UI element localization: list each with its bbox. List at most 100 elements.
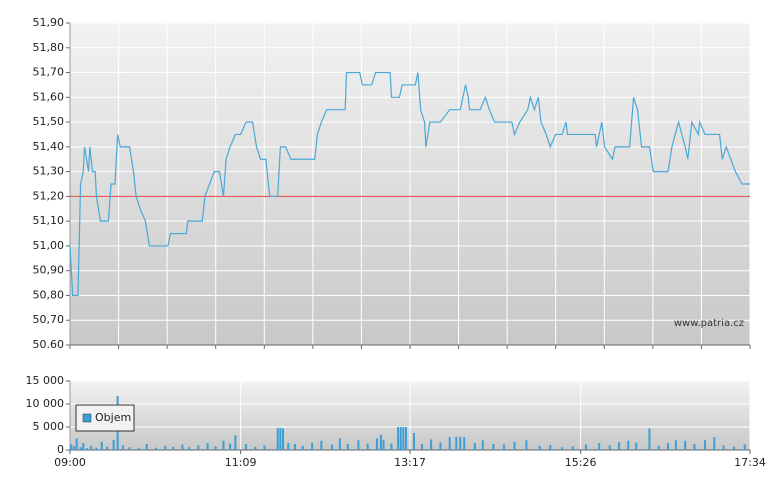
volume-bar [525,440,528,450]
x-tick-label: 15:26 [565,456,597,469]
volume-bar [571,446,574,450]
volume-bar [375,438,378,450]
volume-bar [172,446,175,450]
volume-bar [276,427,279,450]
y-tick-label: 50.60 [33,338,65,351]
y-tick-label: 51,90 [33,16,65,29]
volume-bar [79,447,82,450]
y-tick-label: 51,70 [33,66,65,79]
x-tick-label: 09:00 [54,456,86,469]
volume-bar [293,444,296,450]
volume-bar [154,447,157,450]
volume-bar [128,447,131,450]
volume-bar [366,443,369,450]
volume-bar [222,440,225,450]
volume-bar [137,448,140,450]
volume-bar [330,444,333,450]
volume-bar [412,432,415,450]
y-tick-label: 51,40 [33,140,65,153]
volume-bar [399,427,402,450]
y-tick-label: 50,80 [33,288,65,301]
y-tick-label: 51,10 [33,214,65,227]
y-tick-label: 10 000 [26,397,65,410]
volume-bar [197,445,200,450]
volume-bar [357,440,360,450]
volume-bar [722,445,725,450]
volume-bar [301,445,304,450]
volume-bar [338,438,341,450]
volume-bar [657,445,660,450]
volume-bar [584,444,587,450]
volume-bar [214,446,217,450]
y-tick-label: 51,30 [33,165,65,178]
volume-bar [618,442,621,450]
price-line [69,71,750,297]
volume-bar [648,428,651,450]
volume-bar [420,444,423,450]
legend-label: Objem [95,411,131,424]
volume-bar [72,446,75,450]
volume-bar [287,443,290,450]
y-tick-label: 51,20 [33,189,65,202]
volume-bar [281,428,284,450]
volume-bar [75,438,78,450]
y-tick-label: 50,90 [33,264,65,277]
volume-bar [733,446,736,450]
volume-bar [229,443,232,450]
volume-bar [448,437,451,450]
volume-bar [70,444,73,450]
volume-bar [86,448,89,450]
watermark: www.patria.cz [674,318,744,329]
volume-bar [90,445,93,450]
volume-bar [397,427,400,450]
volume-bar [684,440,687,450]
volume-bar [492,444,495,450]
volume-bar [439,442,442,450]
volume-bar [95,447,98,450]
volume-bar [674,440,677,450]
volume-bar [473,443,476,450]
volume-bar [279,427,282,450]
volume-bar [106,446,109,450]
volume-bar [145,444,148,450]
volume-bar [379,434,382,450]
y-tick-label: 51,50 [33,115,65,128]
volume-bar [598,443,601,450]
volume-bar [402,427,405,450]
volume-bar [164,445,167,450]
volume-bar [206,443,209,450]
volume-bar [704,439,707,450]
volume-bar [390,443,393,450]
volume-bar [561,447,564,450]
volume-bar [311,442,314,450]
x-tick-label: 13:17 [394,456,426,469]
y-tick-label: 51,00 [33,239,65,252]
volume-bar [234,435,237,450]
volume-bar [405,427,408,450]
volume-bar [188,447,191,450]
volume-bar [549,444,552,450]
x-tick-label: 11:09 [225,456,257,469]
y-tick-label: 15 000 [26,374,65,387]
volume-bar [100,441,103,450]
legend-swatch [82,413,92,423]
volume-bar [82,443,85,450]
volume-bar [743,444,746,450]
volume-bar [666,443,669,450]
volume-bar [713,437,716,450]
volume-bar [635,442,638,450]
volume-bar [263,445,266,450]
volume-bar [121,445,124,450]
x-tick-label: 17:34 [734,456,766,469]
y-tick-label: 5 000 [33,420,65,433]
y-tick-label: 50,70 [33,313,65,326]
volume-bar [481,440,484,450]
volume-bar [693,444,696,450]
volume-bar [627,440,630,450]
volume-bar [254,446,257,450]
volume-bar [112,439,115,450]
volume-bar [346,444,349,450]
volume-bar [538,445,541,450]
